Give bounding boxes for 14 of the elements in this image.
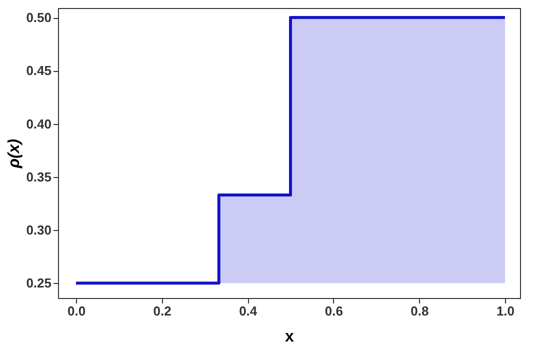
y-tick-label: 0.35 <box>26 169 52 184</box>
y-tick-label: 0.50 <box>26 10 52 26</box>
x-tick-label: 0.0 <box>67 304 86 318</box>
y-tick-label: 0.40 <box>26 116 52 132</box>
x-tick-label: 0.4 <box>239 304 258 318</box>
y-tick-label: 0.25 <box>26 276 52 291</box>
x-tick-label: 0.8 <box>410 304 429 318</box>
x-axis-title: x <box>285 328 294 346</box>
x-tick-label: 0.6 <box>324 304 343 318</box>
x-tick-label: 0.2 <box>153 304 172 318</box>
y-tick-label: 0.30 <box>26 222 52 238</box>
y-tick-label: 0.45 <box>26 63 52 78</box>
x-tick-label: 1.0 <box>496 304 515 318</box>
y-axis-title: ρ(x) <box>6 138 24 170</box>
